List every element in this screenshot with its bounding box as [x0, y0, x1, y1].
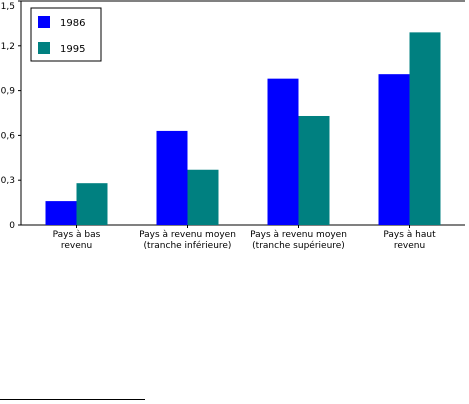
x-tick-label: Pays à revenu moyen (tranche inférieure) [139, 230, 236, 251]
x-tick-label: Pays à revenu moyen (tranche supérieure) [250, 230, 347, 251]
footnote-rule [0, 399, 145, 400]
y-tick-label: 0,9 [1, 87, 16, 97]
y-tick-label: 0,3 [1, 176, 15, 186]
bar-1995-3 [409, 32, 441, 225]
y-tick-label: 0 [9, 221, 15, 231]
bar-1995-2 [298, 115, 330, 225]
bar-1986-2 [267, 78, 299, 225]
legend-swatch-1986 [38, 16, 50, 28]
bar-1986-1 [156, 130, 188, 225]
x-tick-label: Pays à haut revenu [383, 230, 436, 251]
bar-1986-3 [378, 74, 410, 225]
bar-1986-0 [45, 201, 77, 225]
legend-label-1986: 1986 [60, 18, 85, 29]
y-tick-label: 0,6 [1, 131, 16, 141]
legend-swatch-1995 [38, 42, 50, 54]
bar-1995-0 [76, 183, 108, 225]
legend-label-1995: 1995 [60, 44, 85, 55]
y-tick-label: 1,2 [1, 42, 15, 52]
chart-bars [45, 32, 441, 225]
y-tick-label: 1,5 [1, 2, 15, 12]
chart-labels: 0 0,3 0,6 0,9 1,2 1,5 Pays à bas revenu Pays à r… [1, 2, 436, 251]
chart-legend: 1986 1995 [30, 7, 102, 62]
bar-1995-1 [187, 169, 219, 225]
x-tick-label: Pays à bas revenu [53, 230, 101, 251]
